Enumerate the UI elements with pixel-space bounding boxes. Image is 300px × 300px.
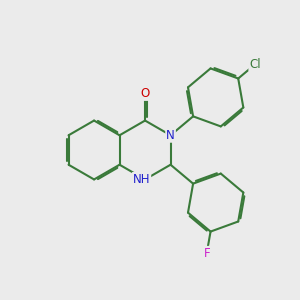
Text: NH: NH [133, 173, 150, 186]
Text: N: N [166, 129, 175, 142]
Text: F: F [203, 247, 210, 260]
Text: Cl: Cl [249, 58, 261, 71]
Text: O: O [140, 87, 150, 100]
